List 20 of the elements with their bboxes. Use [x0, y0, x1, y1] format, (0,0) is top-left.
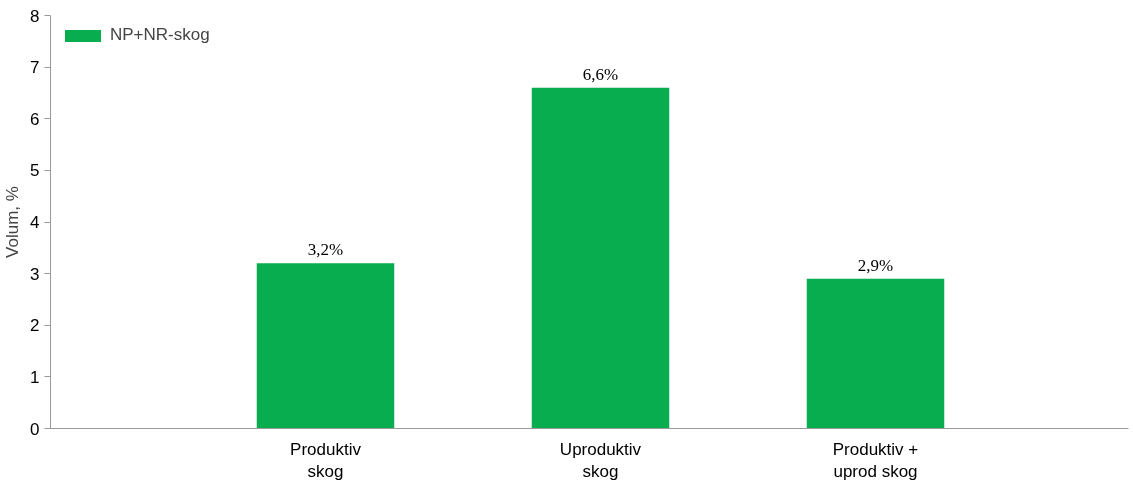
bar [531, 87, 670, 429]
y-tick-label: 8 [30, 6, 40, 26]
y-tick-label: 0 [30, 419, 40, 439]
y-tick-label: 7 [30, 58, 40, 78]
y-tick-label: 3 [30, 264, 40, 284]
y-tick-label: 6 [30, 109, 40, 129]
data-label: 3,2% [307, 240, 344, 260]
y-tick-label: 5 [30, 161, 40, 181]
y-tick-label: 2 [30, 316, 40, 336]
legend-label: NP+NR-skog [110, 25, 210, 45]
x-tick-label: Produktiv skog [290, 439, 362, 482]
bar [256, 263, 395, 429]
x-tick-label: Produktiv + uprod skog [832, 439, 919, 482]
bar [806, 278, 945, 429]
y-tick-label: 4 [30, 213, 40, 232]
x-tick-label: Uproduktiv skog [559, 439, 642, 482]
y-axis-title: Volum, % [3, 186, 23, 258]
y-tick-label: 1 [30, 367, 40, 387]
data-label: 2,9% [857, 255, 894, 275]
data-label: 6,6% [582, 64, 619, 84]
